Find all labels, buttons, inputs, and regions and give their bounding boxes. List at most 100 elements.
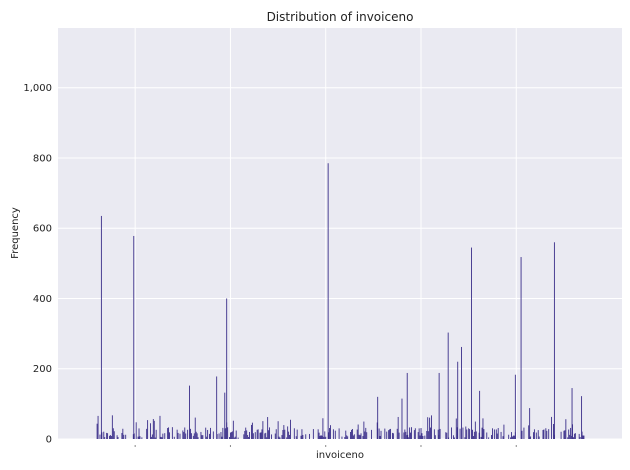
bar <box>110 435 112 439</box>
bar <box>150 436 152 439</box>
bar <box>109 435 111 439</box>
bar <box>323 436 325 439</box>
bar <box>488 437 490 439</box>
bar <box>480 436 482 439</box>
bar <box>330 425 331 439</box>
bar <box>194 417 196 439</box>
bar <box>332 429 334 439</box>
bar <box>195 431 197 439</box>
bar <box>321 435 323 439</box>
bar <box>271 434 272 439</box>
bar <box>268 430 270 439</box>
bar <box>116 435 118 439</box>
bar <box>261 429 263 439</box>
bar <box>408 437 410 439</box>
bar <box>212 431 214 439</box>
grid <box>58 28 622 440</box>
bar <box>563 430 565 439</box>
bar <box>573 433 575 439</box>
bar <box>353 434 355 439</box>
bar <box>192 435 194 439</box>
bar <box>320 435 322 439</box>
bar <box>275 429 277 439</box>
bar-peak <box>401 398 403 439</box>
bar <box>448 437 450 439</box>
bar <box>101 432 103 439</box>
bar <box>248 437 250 439</box>
bar <box>113 431 115 439</box>
bar <box>379 435 381 439</box>
bar-peak <box>471 247 472 439</box>
bar <box>437 429 439 439</box>
bar <box>229 437 230 439</box>
bar <box>403 432 405 439</box>
bar <box>264 433 266 439</box>
bar <box>413 430 415 439</box>
bar <box>421 433 423 439</box>
bar <box>500 431 502 439</box>
bar <box>231 431 233 439</box>
bar <box>390 428 391 439</box>
bar <box>282 429 284 439</box>
bar <box>483 429 485 439</box>
bar <box>465 426 467 439</box>
bar <box>289 434 291 439</box>
bar <box>378 428 380 439</box>
bar <box>475 431 477 439</box>
bar <box>384 428 386 439</box>
bar-peak <box>447 332 449 439</box>
bar <box>462 427 464 439</box>
bar <box>173 436 175 439</box>
bar <box>472 436 474 439</box>
bar <box>392 433 394 439</box>
bar <box>218 433 220 439</box>
bar <box>334 430 336 439</box>
bar <box>230 432 231 439</box>
bar <box>169 432 170 439</box>
bar <box>431 415 432 439</box>
bar <box>409 427 411 439</box>
bar <box>418 428 420 439</box>
bar <box>542 430 544 439</box>
bar-peak <box>438 372 440 439</box>
bar <box>159 415 161 439</box>
bar <box>497 428 499 439</box>
bar <box>472 429 473 439</box>
bar <box>365 427 367 439</box>
bar-peak <box>377 396 379 439</box>
bar <box>570 427 572 439</box>
bar-peak <box>406 372 408 439</box>
bar <box>193 433 195 439</box>
bars <box>96 163 585 440</box>
bar <box>523 427 525 439</box>
bar <box>262 421 264 439</box>
bar <box>312 429 314 439</box>
bar <box>295 436 297 439</box>
bar <box>356 429 358 439</box>
bar <box>459 428 461 439</box>
bar <box>190 428 191 439</box>
bar <box>386 431 388 439</box>
bar <box>97 415 99 439</box>
bar <box>287 426 289 439</box>
bar <box>182 430 184 439</box>
bar <box>96 423 98 439</box>
bar <box>106 432 108 439</box>
bar <box>513 435 514 439</box>
bar <box>138 428 140 439</box>
bar <box>491 435 492 439</box>
bar <box>582 435 584 439</box>
bar <box>325 436 327 439</box>
bar <box>237 437 239 439</box>
bar-peak <box>226 298 228 439</box>
bar <box>230 432 232 439</box>
bar <box>396 428 398 439</box>
bar <box>380 430 382 439</box>
bar <box>274 433 276 439</box>
bar <box>478 432 480 439</box>
bar <box>147 420 149 439</box>
bar <box>216 434 218 439</box>
y-axis-ticks: 0 200 400 600 800 1,000 <box>23 83 52 445</box>
bar <box>111 415 113 439</box>
bar <box>221 436 223 439</box>
